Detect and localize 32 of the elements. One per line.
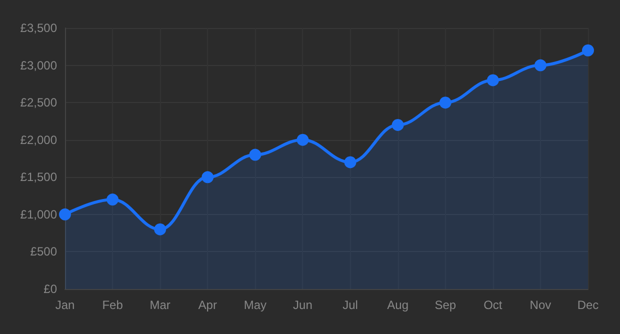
point [392, 118, 404, 131]
x-tick-label: May [244, 298, 267, 312]
x-tick-label: Aug [387, 298, 408, 312]
point [296, 134, 309, 146]
point [249, 148, 262, 161]
y-tick-label: £500 [30, 244, 58, 259]
y-tick-label: £3,000 [20, 58, 58, 72]
x-tick-label: Dec [577, 298, 599, 312]
x-tick-label: Jun [293, 298, 312, 312]
point [202, 171, 214, 184]
point [582, 44, 594, 56]
y-tick-label: £0 [44, 282, 58, 296]
x-tick-label: Jul [342, 298, 358, 312]
x-tick-label: Oct [484, 298, 503, 312]
point [59, 208, 71, 220]
x-tick-label: Feb [102, 298, 124, 312]
x-tick-label: Mar [150, 298, 170, 312]
point [534, 59, 546, 72]
point [344, 156, 356, 168]
point [439, 96, 452, 109]
y-tick-label: £1,500 [20, 170, 58, 184]
x-tick-label: Jan [55, 298, 75, 312]
point [486, 74, 499, 86]
point [106, 194, 119, 206]
x-tick-label: Apr [198, 298, 217, 312]
x-tick-label: Nov [530, 298, 552, 312]
y-tick-label: £2,500 [20, 96, 58, 110]
x-tick-label: Sep [434, 298, 456, 312]
y-tick-label: £1,000 [20, 207, 58, 222]
y-tick-label: £3,500 [20, 21, 58, 35]
point [154, 223, 166, 236]
y-tick-label: £2,000 [20, 132, 58, 147]
